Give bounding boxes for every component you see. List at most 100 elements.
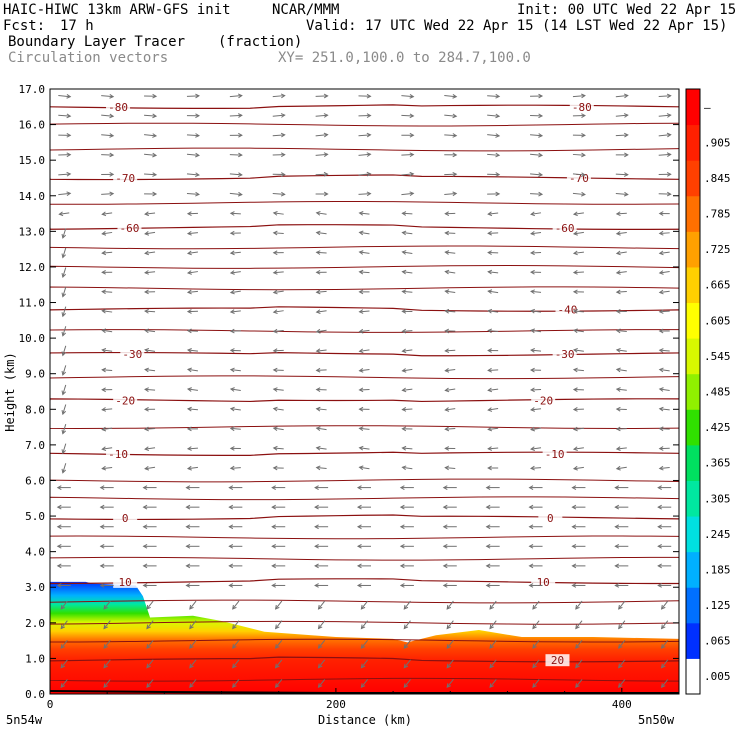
colorbar-label: .065 [704, 635, 731, 648]
isotherm-line [50, 147, 679, 152]
isotherm-line [50, 677, 679, 682]
colorbar-swatch [686, 160, 700, 197]
isotherm-label: 10 [537, 576, 550, 589]
isotherm-line [50, 224, 679, 230]
forecast-label: Fcst: [3, 18, 46, 34]
isotherm-label: -60 [120, 222, 140, 235]
y-tick-label: 7.0 [25, 439, 45, 452]
circulation-vectors [56, 93, 672, 689]
colorbar-frame [685, 88, 701, 695]
colorbar-swatch [686, 373, 700, 410]
y-tick-label: 1.0 [25, 652, 45, 665]
isotherm-line [50, 425, 679, 429]
colorbar-label: .005 [704, 670, 731, 683]
colorbar-swatch [686, 302, 700, 339]
y-tick-label: 0.0 [25, 688, 45, 701]
colorbar-label: .605 [704, 314, 731, 327]
isotherm-line [50, 286, 679, 291]
colorbar-label: .185 [704, 563, 731, 576]
forecast-hour: 17 h [60, 18, 94, 34]
colorbar-swatch [686, 480, 700, 517]
org-label: NCAR/MMM [272, 2, 340, 18]
colorbar-label: .665 [704, 279, 731, 292]
init-time: Init: 00 UTC Wed 22 Apr 15 [517, 2, 737, 18]
colorbar-swatch [686, 409, 700, 446]
colorbar-swatch [686, 195, 700, 232]
isotherm-line [50, 122, 679, 127]
colorbar-label: .485 [704, 386, 731, 399]
isotherm-line [50, 496, 679, 501]
colorbar-swatch [686, 622, 700, 659]
y-tick-label: 8.0 [25, 403, 45, 416]
isotherm-line [50, 451, 679, 456]
x-tick-label: 200 [326, 698, 346, 711]
isotherm-label: 0 [122, 512, 129, 525]
colorbar-label: .425 [704, 421, 731, 434]
x-left-endpoint: 5n54w [6, 713, 43, 727]
colorbar-label: – [704, 101, 711, 114]
y-tick-label: 17.0 [19, 83, 46, 96]
isotherm-line [50, 398, 679, 403]
y-tick-label: 9.0 [25, 368, 45, 381]
x-axis-label: Distance (km) [318, 713, 412, 727]
isotherm-line [50, 514, 679, 521]
x-tick-label: 400 [612, 698, 632, 711]
isotherm-line [50, 478, 679, 483]
x-tick-label: 0 [47, 698, 54, 711]
isotherm-line [50, 578, 679, 585]
isotherm-label: -20 [115, 394, 135, 407]
plot-frame [49, 88, 680, 695]
colorbar-swatch [686, 89, 700, 126]
colorbar-swatch [686, 658, 700, 695]
colorbar-swatch [686, 231, 700, 268]
vector-label: Circulation vectors [8, 50, 169, 66]
isotherm-line [50, 556, 679, 561]
y-tick-label: 5.0 [25, 510, 45, 523]
isotherm-label: -10 [108, 448, 128, 461]
isotherm-line [50, 306, 679, 312]
isotherm-label: -30 [122, 348, 142, 361]
isotherm-line [50, 200, 679, 205]
isotherm-label: -80 [572, 101, 592, 114]
isotherm-label: -40 [558, 304, 578, 317]
y-tick-label: 15.0 [19, 154, 46, 167]
y-tick-label: 6.0 [25, 474, 45, 487]
y-tick-label: 10.0 [19, 332, 46, 345]
isotherm-line [50, 375, 679, 380]
y-tick-label: 16.0 [19, 119, 46, 132]
y-tick-label: 14.0 [19, 190, 46, 203]
colorbar-swatch [686, 516, 700, 553]
y-tick-label: 4.0 [25, 546, 45, 559]
x-right-endpoint: 5n50w [638, 713, 675, 727]
colorbar-label: .905 [704, 136, 731, 149]
y-tick-label: 11.0 [19, 297, 46, 310]
isotherm-line [50, 329, 679, 333]
isotherm-line [50, 351, 679, 357]
isotherm-line [50, 265, 679, 269]
isotherm-label: -10 [545, 448, 565, 461]
isotherm-label: 10 [119, 576, 132, 589]
isotherm-label: 0 [547, 512, 554, 525]
colorbar-swatch [686, 587, 700, 624]
isotherm-line [50, 245, 679, 250]
colorbar-swatch [686, 266, 700, 304]
isotherm-line [50, 638, 679, 643]
field-name: Boundary Layer Tracer [8, 34, 186, 50]
colorbar-swatch [686, 124, 700, 161]
colorbar-swatch [686, 444, 700, 481]
y-tick-label: 13.0 [19, 225, 46, 238]
colorbar-swatch [686, 338, 700, 375]
y-tick-label: 3.0 [25, 581, 45, 594]
isotherm-label: -30 [555, 348, 575, 361]
valid-time: Valid: 17 UTC Wed 22 Apr 15 (14 LST Wed … [306, 18, 728, 34]
isotherm-label: 20 [551, 654, 564, 667]
xy-range: XY= 251.0,100.0 to 284.7,100.0 [278, 50, 531, 66]
colorbar-label: .785 [704, 208, 731, 221]
tracer-field [50, 581, 679, 694]
y-tick-label: 2.0 [25, 617, 45, 630]
isotherm-label: -20 [533, 394, 553, 407]
colorbar-label: .365 [704, 457, 731, 470]
isotherm-label: -60 [555, 222, 575, 235]
colorbar-label: .125 [704, 599, 731, 612]
